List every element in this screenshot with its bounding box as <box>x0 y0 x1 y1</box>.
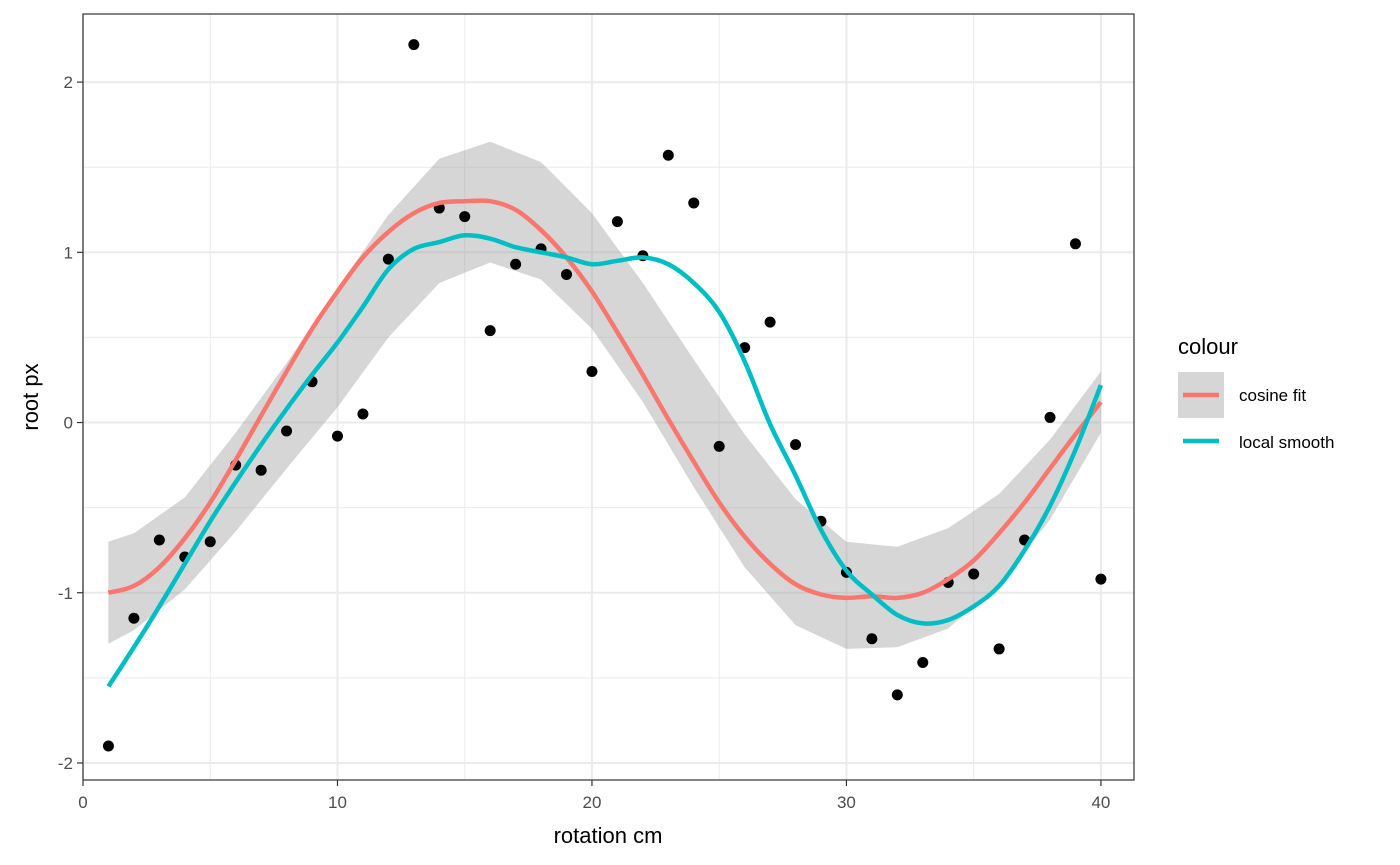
y-tick-label--1: -1 <box>58 584 73 603</box>
data-point <box>688 197 700 209</box>
data-point <box>764 316 776 328</box>
data-point <box>866 633 878 645</box>
points-layer <box>102 39 1107 752</box>
legend: colour cosine fit local smooth <box>1178 334 1334 464</box>
x-tick-label-0: 0 <box>78 793 87 812</box>
y-axis-title: root px <box>18 363 43 430</box>
x-tick-label-30: 30 <box>837 793 856 812</box>
data-point <box>586 365 598 377</box>
grid-major <box>82 14 1134 780</box>
y-tick-label-2: 2 <box>64 73 73 92</box>
y-tick-label-1: 1 <box>64 243 73 262</box>
y-tick-label--2: -2 <box>58 754 73 773</box>
grid-minor <box>83 14 1134 780</box>
x-tick-label-10: 10 <box>328 793 347 812</box>
data-point <box>561 268 573 280</box>
data-point <box>382 253 394 265</box>
data-point <box>484 325 496 337</box>
legend-key-local-smooth <box>1178 418 1224 464</box>
data-point <box>993 643 1005 655</box>
data-point <box>459 211 471 223</box>
y-tick-label-0: 0 <box>64 414 73 433</box>
x-tick-label-40: 40 <box>1091 793 1110 812</box>
data-point <box>1095 573 1107 585</box>
data-point <box>968 568 980 580</box>
legend-label-local-smooth: local smooth <box>1239 433 1334 452</box>
data-point <box>510 258 522 270</box>
data-point <box>357 408 369 420</box>
legend-title: colour <box>1178 334 1238 359</box>
x-tick-label-20: 20 <box>582 793 601 812</box>
legend-key-cosine-fit <box>1178 372 1224 418</box>
lines-layer <box>106 198 1103 688</box>
series-line-cosine-fit <box>107 198 1103 601</box>
data-point <box>255 464 267 476</box>
data-point <box>204 536 216 548</box>
data-point <box>790 439 802 451</box>
data-point <box>102 740 114 752</box>
data-point <box>611 216 623 228</box>
legend-label-cosine-fit: cosine fit <box>1239 386 1306 405</box>
plot-panel-border <box>82 13 1135 781</box>
data-point <box>408 39 420 51</box>
series-line-local-smooth <box>106 232 1103 688</box>
y-axis: -2 -1 0 1 2 <box>58 73 83 773</box>
data-point <box>281 425 293 437</box>
data-point <box>1044 411 1056 423</box>
plot-panel-background <box>83 14 1134 780</box>
data-point <box>891 689 903 701</box>
x-axis: 0 10 20 30 40 <box>78 780 1110 812</box>
data-point <box>128 612 140 624</box>
data-point <box>917 657 929 669</box>
data-point <box>713 440 725 452</box>
x-axis-title: rotation cm <box>554 823 663 848</box>
data-point <box>662 149 674 161</box>
data-point <box>1069 238 1081 250</box>
data-point <box>153 534 165 546</box>
data-point <box>331 430 343 442</box>
